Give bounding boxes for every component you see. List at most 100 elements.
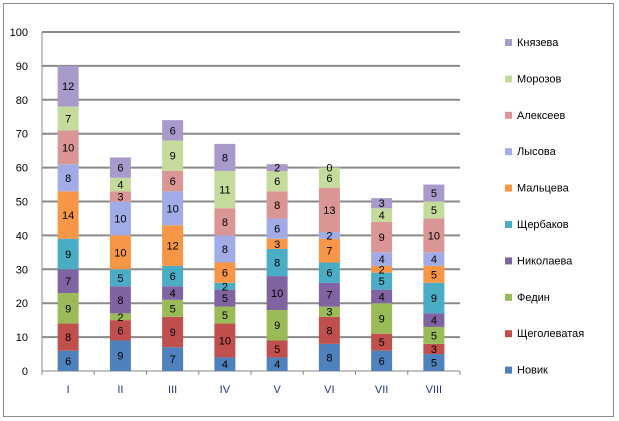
bar-segment <box>371 289 393 304</box>
data-label: 4 <box>117 180 123 192</box>
y-tick-label: 60 <box>16 163 28 175</box>
y-tick-label: 90 <box>16 61 28 73</box>
bar-segment <box>57 130 79 165</box>
bar-segment <box>423 354 445 371</box>
data-label: 0 <box>326 163 332 175</box>
bar-segment <box>57 238 79 270</box>
data-label: 5 <box>431 205 437 217</box>
data-label: 9 <box>379 232 385 244</box>
bar-segment <box>371 198 393 209</box>
data-label: 4 <box>379 254 385 266</box>
bar-segment <box>371 272 393 290</box>
data-label: 9 <box>117 351 123 363</box>
data-label: 12 <box>62 81 74 93</box>
x-tick-label: IV <box>220 384 231 396</box>
bar-segment <box>214 143 236 171</box>
legend-label: Алексеев <box>517 110 566 122</box>
bar-segment <box>214 282 236 290</box>
data-label: 5 <box>222 293 228 305</box>
y-tick-label: 70 <box>16 129 28 141</box>
data-label: 8 <box>222 152 228 164</box>
data-label: 3 <box>326 307 332 319</box>
bar-segment <box>371 252 393 266</box>
legend-label: Николаева <box>517 255 573 267</box>
data-label: 5 <box>431 188 437 200</box>
data-label: 14 <box>62 210 74 222</box>
data-label: 3 <box>274 239 280 251</box>
legend-label: Щеголеватая <box>517 328 584 340</box>
y-tick-label: 100 <box>10 27 28 39</box>
bar-segment <box>109 157 131 178</box>
data-label: 6 <box>326 268 332 280</box>
bar-segment <box>266 357 288 371</box>
data-label: 11 <box>219 185 230 197</box>
legend-swatch <box>505 184 512 192</box>
bar-segment <box>371 350 393 371</box>
data-label: 3 <box>431 344 437 356</box>
bar-segment <box>318 167 340 188</box>
bar-segment <box>423 184 445 202</box>
data-label: 4 <box>379 291 385 303</box>
bar-segment <box>214 262 236 283</box>
data-label: 3 <box>379 198 385 210</box>
bar-segment <box>371 208 393 222</box>
bar-segment <box>423 218 445 253</box>
bar-segment <box>423 265 445 283</box>
bar-segment <box>214 357 236 371</box>
data-label: 7 <box>65 276 71 288</box>
data-label: 2 <box>274 163 280 175</box>
bar-segment <box>109 286 131 314</box>
bar-segment <box>109 191 131 202</box>
bar-segment <box>162 286 184 300</box>
y-tick-label: 50 <box>16 197 28 209</box>
bar-segment <box>423 343 445 355</box>
data-label: 6 <box>326 173 332 185</box>
data-label: 2 <box>326 230 332 242</box>
bar-segment <box>57 293 79 324</box>
bar-segment <box>57 323 79 351</box>
bar-segment <box>162 225 184 266</box>
legend-swatch <box>505 293 512 301</box>
data-label: 10 <box>167 203 179 215</box>
bar-segment <box>423 313 445 327</box>
data-label: 6 <box>274 176 280 188</box>
data-label: 2 <box>379 264 385 276</box>
x-tick-label: V <box>273 384 281 396</box>
legend-label: Князева <box>517 37 559 49</box>
legend-label: Мальцева <box>517 183 570 195</box>
chart-frame <box>3 3 614 417</box>
data-label: 5 <box>431 269 437 281</box>
legend-swatch <box>505 75 512 83</box>
data-label: 4 <box>170 288 176 300</box>
legend-swatch <box>505 366 512 374</box>
data-label: 6 <box>379 356 385 368</box>
data-label: 8 <box>326 352 332 364</box>
bar-segment <box>162 120 184 141</box>
x-tick-label: VIII <box>426 384 443 396</box>
legend-swatch <box>505 257 512 265</box>
bar-segment <box>214 323 236 358</box>
y-tick-label: 0 <box>22 366 28 378</box>
bar-segment <box>318 187 340 233</box>
bar-segment <box>371 333 393 351</box>
bar-segment <box>57 350 79 371</box>
data-label: 8 <box>65 173 71 185</box>
bar-segment <box>318 262 340 283</box>
data-label: 10 <box>114 213 126 225</box>
legend-label: Морозов <box>517 73 562 85</box>
bar-segment <box>266 170 288 192</box>
data-label: 8 <box>117 295 123 307</box>
data-label: 5 <box>431 330 437 342</box>
data-label: 6 <box>65 356 71 368</box>
bar-segment <box>423 326 445 344</box>
data-label: 10 <box>271 288 283 300</box>
bar-segment <box>266 164 288 171</box>
x-tick-label: I <box>67 384 70 396</box>
y-tick-label: 20 <box>16 298 28 310</box>
bar-segment <box>266 218 288 239</box>
data-label: 5 <box>222 310 228 322</box>
bar-segment <box>214 306 236 324</box>
bar-segment <box>371 265 393 273</box>
bar-segment <box>214 235 236 263</box>
